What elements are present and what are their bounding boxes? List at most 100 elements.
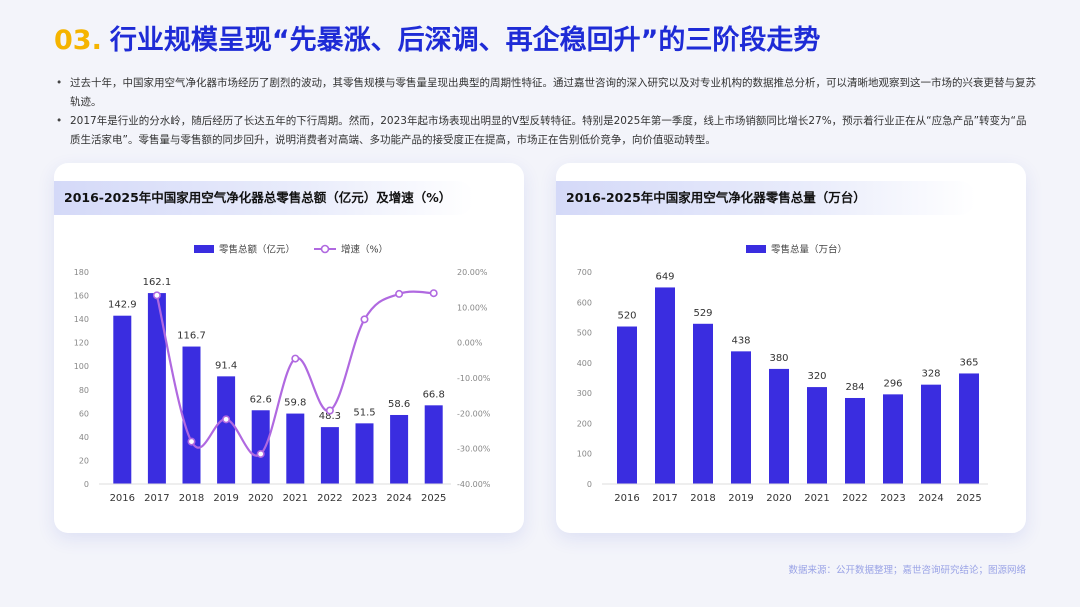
- bar-value-label: 91.4: [215, 360, 237, 371]
- volume-chart-title: 2016-2025年中国家用空气净化器零售总量（万台）: [556, 181, 976, 215]
- y-left-tick-label: 500: [577, 329, 592, 338]
- x-tick-label: 2020: [248, 493, 273, 504]
- x-tick-label: 2024: [386, 493, 411, 504]
- x-tick-label: 2016: [614, 493, 639, 504]
- bar: [286, 413, 305, 484]
- y-left-tick-label: 140: [74, 315, 89, 324]
- bar: [769, 368, 789, 484]
- bar-value-label: 51.5: [353, 407, 375, 418]
- legend-bar-swatch: [194, 245, 214, 253]
- growth-point: [152, 291, 161, 300]
- growth-point: [222, 415, 231, 424]
- bar: [217, 376, 236, 484]
- x-tick-label: 2020: [766, 493, 791, 504]
- section-title: 行业规模呈现“先暴涨、后深调、再企稳回升”的三阶段走势: [109, 25, 821, 56]
- volume-chart: 零售总量（万台） 0 100 200 300 400 500 600 700 520 2016 649…: [577, 244, 988, 504]
- bar: [147, 293, 166, 484]
- y-left-tick-label: 160: [74, 292, 89, 301]
- revenue-chart-card: 2016-2025年中国家用空气净化器总零售总额（亿元）及增速（%） 零售总额（…: [54, 163, 524, 533]
- x-tick-label: 2018: [690, 493, 715, 504]
- y-right-tick-label: -40.00%: [457, 480, 491, 489]
- bar: [921, 384, 941, 484]
- y-left-tick-label: 120: [74, 339, 89, 348]
- bar: [959, 373, 979, 484]
- bar: [113, 315, 132, 484]
- y-right-tick-label: 0.00%: [457, 339, 483, 348]
- summary-bullets: 过去十年，中国家用空气净化器市场经历了剧烈的波动，其零售规模与零售量呈现出典型的…: [56, 74, 1036, 150]
- bullet-item: 2017年是行业的分水岭，随后经历了长达五年的下行周期。然而，2023年起市场表…: [56, 112, 1036, 150]
- bar-value-label: 284: [845, 382, 864, 393]
- x-tick-label: 2021: [804, 493, 829, 504]
- x-tick-label: 2023: [880, 493, 905, 504]
- growth-point: [291, 354, 300, 363]
- bar-value-label: 48.3: [319, 411, 341, 422]
- x-tick-label: 2017: [652, 493, 677, 504]
- x-tick-label: 2018: [179, 493, 204, 504]
- bar-value-label: 320: [807, 371, 826, 382]
- y-left-tick-label: 60: [79, 409, 89, 418]
- y-right-tick-label: -10.00%: [457, 374, 491, 383]
- y-right-tick-label: -30.00%: [457, 445, 491, 454]
- growth-point: [360, 315, 369, 324]
- bar-value-label: 58.6: [388, 399, 410, 410]
- y-right-tick-label: 10.00%: [457, 303, 488, 312]
- legend-bar-swatch: [746, 245, 766, 253]
- revenue-chart: 零售总额（亿元） 增速（%） 0 20 40 60 80 100 120 140 160 180 -40…: [74, 244, 491, 505]
- legend-label: 增速（%）: [341, 244, 388, 256]
- y-left-tick-label: 0: [587, 480, 592, 489]
- bar-value-label: 520: [617, 311, 636, 322]
- bar: [617, 326, 637, 484]
- x-tick-label: 2022: [317, 493, 342, 504]
- growth-point: [429, 289, 438, 298]
- bar-value-label: 66.8: [423, 389, 445, 400]
- bar: [807, 387, 827, 484]
- y-left-tick-label: 40: [79, 433, 89, 442]
- bar-value-label: 365: [959, 357, 978, 368]
- y-left-tick-label: 20: [79, 456, 89, 465]
- bar-value-label: 296: [883, 378, 902, 389]
- bar: [655, 287, 675, 484]
- bar: [320, 427, 339, 484]
- growth-point: [256, 449, 265, 458]
- x-tick-label: 2023: [352, 493, 377, 504]
- section-number: 03.: [54, 25, 102, 56]
- x-tick-label: 2025: [421, 493, 446, 504]
- bullet-item: 过去十年，中国家用空气净化器市场经历了剧烈的波动，其零售规模与零售量呈现出典型的…: [56, 74, 1036, 112]
- growth-point: [395, 289, 404, 298]
- data-source: 数据来源：公开数据整理；嘉世咨询研究结论；图源网络: [788, 565, 1026, 576]
- y-left-tick-label: 80: [79, 386, 89, 395]
- x-tick-label: 2021: [283, 493, 308, 504]
- y-left-tick-label: 700: [577, 268, 592, 277]
- bar-value-label: 529: [693, 308, 712, 319]
- bar-value-label: 142.9: [108, 300, 137, 311]
- bar: [355, 423, 374, 484]
- x-tick-label: 2019: [213, 493, 238, 504]
- bar: [390, 414, 409, 484]
- bar: [693, 323, 713, 484]
- y-left-tick-label: 100: [74, 362, 89, 371]
- x-tick-label: 2016: [110, 493, 135, 504]
- bar-value-label: 59.8: [284, 398, 306, 409]
- bar: [845, 397, 865, 484]
- y-left-tick-label: 300: [577, 389, 592, 398]
- bar-value-label: 162.1: [143, 277, 172, 288]
- y-left-tick-label: 400: [577, 359, 592, 368]
- legend-line-marker: [320, 244, 330, 254]
- y-left-tick-label: 0: [84, 480, 89, 489]
- growth-point: [325, 406, 334, 415]
- bar-value-label: 116.7: [177, 331, 206, 342]
- bar: [424, 405, 443, 484]
- volume-chart-card: 2016-2025年中国家用空气净化器零售总量（万台） 零售总量（万台） 0 100…: [556, 163, 1026, 533]
- x-tick-label: 2025: [956, 493, 981, 504]
- bar: [731, 351, 751, 484]
- y-left-tick-label: 100: [577, 450, 592, 459]
- revenue-chart-title: 2016-2025年中国家用空气净化器总零售总额（亿元）及增速（%）: [54, 181, 474, 215]
- y-left-tick-label: 180: [74, 268, 89, 277]
- y-left-tick-label: 600: [577, 298, 592, 307]
- y-right-tick-label: -20.00%: [457, 409, 491, 418]
- bar: [883, 394, 903, 484]
- x-tick-label: 2017: [144, 493, 169, 504]
- x-tick-label: 2019: [728, 493, 753, 504]
- bar-value-label: 62.6: [250, 394, 272, 405]
- growth-point: [187, 437, 196, 446]
